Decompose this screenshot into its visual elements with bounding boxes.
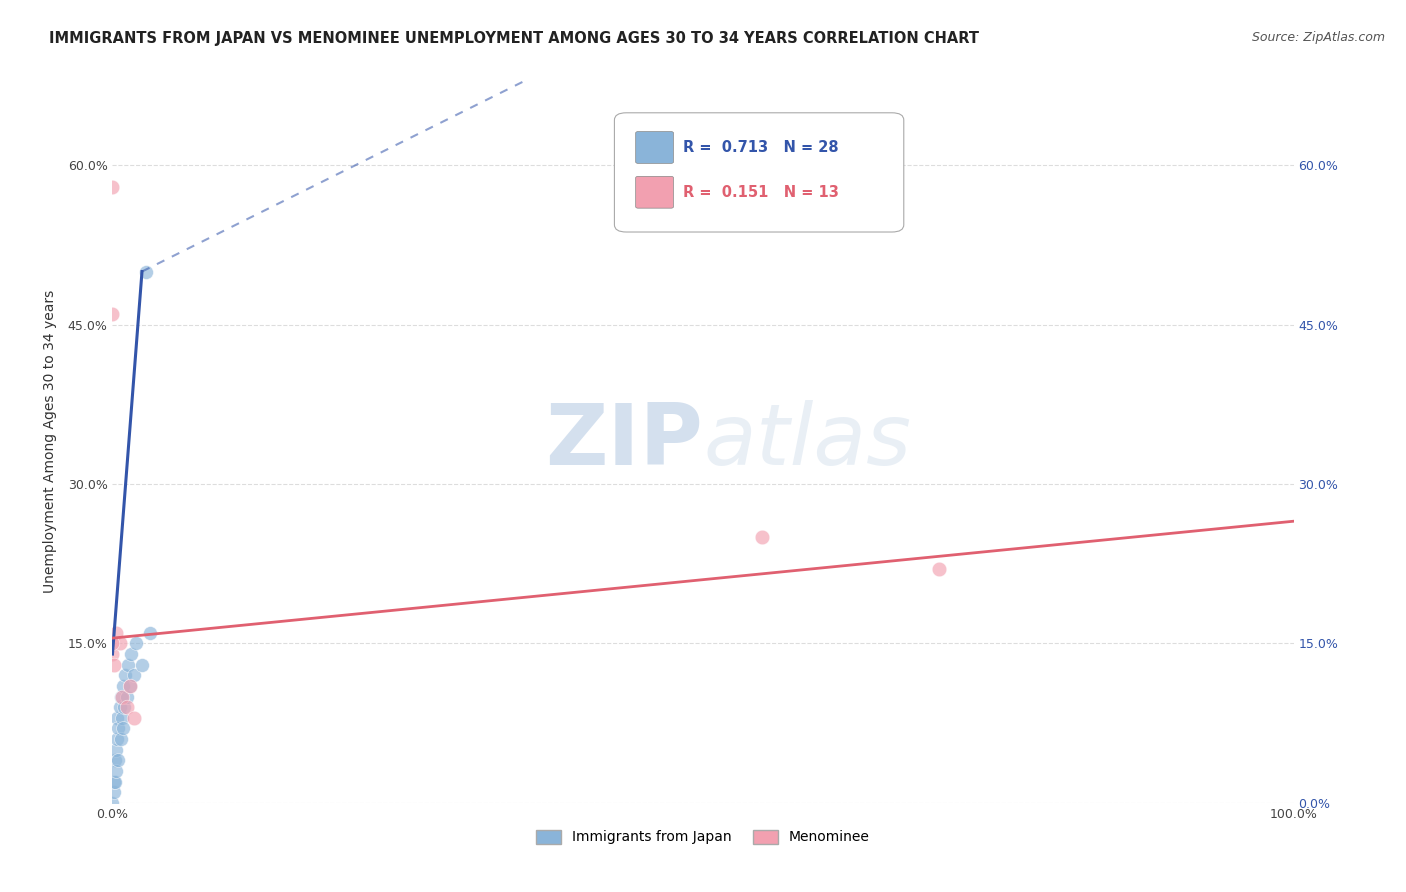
- Point: [101, 307, 124, 321]
- Point: [101, 647, 124, 661]
- Text: atlas: atlas: [703, 400, 911, 483]
- Point: [105, 711, 128, 725]
- Point: [108, 636, 131, 650]
- FancyBboxPatch shape: [636, 177, 673, 208]
- Point: [928, 562, 950, 576]
- Legend: Immigrants from Japan, Menominee: Immigrants from Japan, Menominee: [530, 824, 876, 850]
- Text: Source: ZipAtlas.com: Source: ZipAtlas.com: [1251, 31, 1385, 45]
- Point: [115, 690, 138, 704]
- Point: [111, 711, 134, 725]
- Point: [122, 711, 145, 725]
- Point: [107, 753, 129, 767]
- Point: [115, 700, 138, 714]
- Point: [110, 732, 132, 747]
- Point: [122, 668, 145, 682]
- Point: [114, 668, 136, 682]
- Point: [103, 657, 125, 672]
- Point: [101, 179, 124, 194]
- Point: [139, 625, 162, 640]
- Point: [104, 774, 127, 789]
- Point: [135, 264, 157, 278]
- Point: [103, 774, 125, 789]
- Point: [751, 530, 773, 544]
- Point: [101, 796, 124, 810]
- Point: [112, 722, 135, 736]
- Y-axis label: Unemployment Among Ages 30 to 34 years: Unemployment Among Ages 30 to 34 years: [42, 290, 56, 593]
- Point: [112, 700, 135, 714]
- Text: R =  0.151   N = 13: R = 0.151 N = 13: [683, 185, 839, 200]
- Point: [101, 636, 124, 650]
- Point: [120, 679, 142, 693]
- Point: [104, 753, 127, 767]
- Point: [120, 679, 142, 693]
- Point: [120, 647, 142, 661]
- Point: [131, 657, 153, 672]
- Point: [105, 742, 128, 756]
- Point: [107, 722, 129, 736]
- Point: [111, 690, 134, 704]
- Text: ZIP: ZIP: [546, 400, 703, 483]
- Point: [110, 690, 132, 704]
- Point: [125, 636, 148, 650]
- Point: [105, 764, 128, 778]
- Point: [105, 625, 128, 640]
- Point: [108, 700, 131, 714]
- Text: IMMIGRANTS FROM JAPAN VS MENOMINEE UNEMPLOYMENT AMONG AGES 30 TO 34 YEARS CORREL: IMMIGRANTS FROM JAPAN VS MENOMINEE UNEMP…: [49, 31, 979, 46]
- FancyBboxPatch shape: [614, 112, 904, 232]
- Text: R =  0.713   N = 28: R = 0.713 N = 28: [683, 140, 838, 155]
- FancyBboxPatch shape: [636, 132, 673, 163]
- Point: [105, 732, 128, 747]
- Point: [112, 679, 135, 693]
- Point: [117, 657, 139, 672]
- Point: [103, 785, 125, 799]
